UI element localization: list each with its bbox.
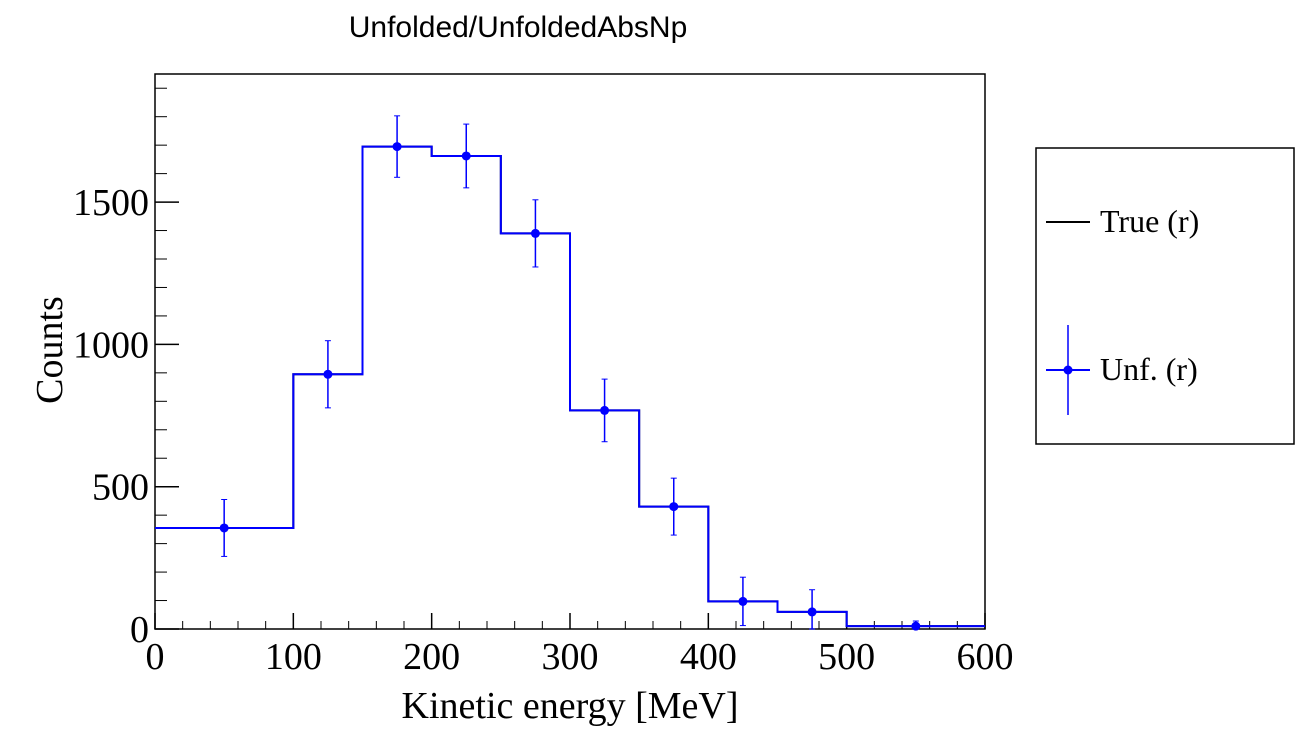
data-point	[219, 523, 229, 533]
unfolded-points	[219, 115, 921, 631]
x-tick-label: 0	[146, 636, 165, 678]
legend-unf-label: Unf. (r)	[1100, 351, 1198, 387]
legend-box	[1035, 147, 1295, 445]
data-point	[530, 228, 540, 238]
x-tick-label: 400	[680, 636, 737, 678]
x-tick-label: 300	[542, 636, 599, 678]
y-tick-label: 0	[130, 609, 149, 651]
y-tick-label: 1000	[73, 324, 149, 366]
data-point	[461, 151, 471, 161]
legend-true-label: True (r)	[1100, 203, 1199, 239]
data-point	[738, 596, 748, 606]
x-tick-label: 600	[957, 636, 1014, 678]
legend: True (r) Unf. (r)	[1035, 147, 1295, 445]
data-point	[807, 607, 817, 617]
data-point	[323, 369, 333, 379]
x-tick-label: 200	[403, 636, 460, 678]
y-tick-label: 1500	[73, 182, 149, 224]
x-tick-label: 100	[265, 636, 322, 678]
data-point	[600, 405, 610, 415]
x-axis-label: Kinetic energy [MeV]	[402, 685, 739, 727]
y-tick-label: 500	[92, 467, 149, 509]
unfolded-step-line	[155, 145, 985, 628]
x-tick-label: 500	[818, 636, 875, 678]
chart-title: Unfolded/UnfoldedAbsNp	[349, 11, 688, 44]
y-axis-label: Counts	[29, 296, 71, 404]
data-point	[669, 502, 679, 512]
data-point	[911, 621, 921, 631]
data-point	[392, 142, 402, 152]
y-axis: 0 500 1000 1500	[73, 87, 179, 651]
legend-unf-marker	[1063, 365, 1073, 375]
x-axis: 0 100 200 300 400 500 600	[146, 613, 1014, 678]
